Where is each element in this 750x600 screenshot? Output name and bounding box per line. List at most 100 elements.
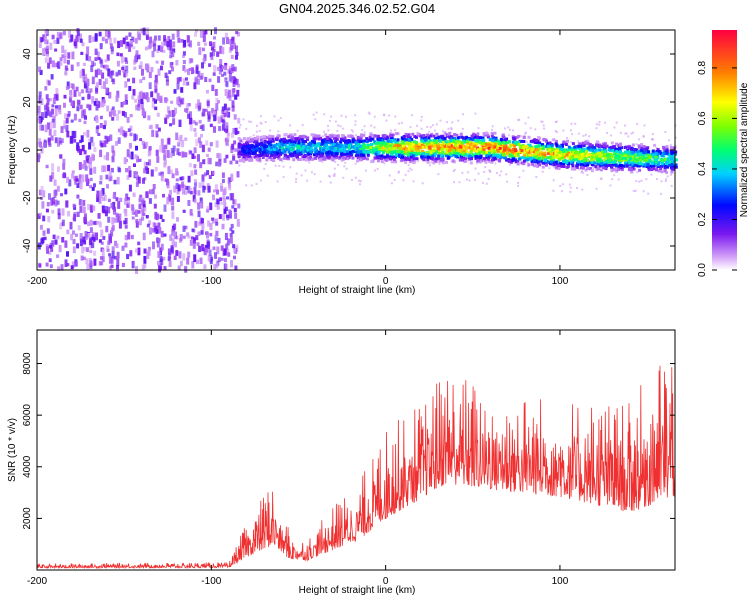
heatmap-cell [260, 141, 264, 145]
heatmap-cell [581, 188, 584, 191]
heatmap-cell [603, 163, 607, 167]
heatmap-cell [362, 142, 366, 146]
heatmap-cell [408, 167, 411, 170]
heatmap-cell [643, 159, 647, 163]
heatmap-cell [476, 132, 480, 136]
heatmap-cell [452, 170, 455, 173]
heatmap-cell [654, 155, 658, 159]
heatmap-cell [324, 146, 328, 150]
heatmap-cell [209, 41, 212, 46]
heatmap-cell [248, 147, 251, 151]
heatmap-cell [346, 152, 350, 156]
heatmap-cell [228, 186, 232, 191]
heatmap-cell [148, 40, 152, 49]
heatmap-cell [90, 136, 94, 143]
heatmap-cell [415, 135, 418, 139]
heatmap-cell [619, 155, 623, 159]
heatmap-cell [123, 157, 127, 165]
heatmap-cell [508, 128, 511, 131]
heatmap-cell [531, 142, 534, 145]
heatmap-cell [101, 72, 105, 79]
heatmap-cell [544, 158, 548, 162]
heatmap-cell [664, 180, 667, 182]
heatmap-cell [416, 150, 420, 154]
heatmap-cell [317, 134, 321, 138]
heatmap-cell [86, 178, 89, 187]
heatmap-cell [529, 149, 533, 153]
heatmap-cell [124, 94, 128, 101]
heatmap-cell [116, 251, 120, 259]
heatmap-cell [585, 163, 589, 167]
heatmap-cell [514, 160, 518, 164]
heatmap-cell [203, 42, 207, 46]
heatmap-cell [201, 225, 205, 231]
heatmap-cell [207, 147, 211, 152]
heatmap-cell [306, 152, 310, 156]
heatmap-cell [499, 150, 503, 154]
heatmap-cell [182, 225, 186, 232]
heatmap-cell [525, 140, 528, 143]
heatmap-cell [104, 59, 108, 63]
heatmap-cell [70, 83, 74, 88]
heatmap-cell [99, 69, 103, 75]
heatmap-cell [231, 37, 235, 41]
heatmap-cell [198, 119, 202, 124]
heatmap-cell [570, 157, 574, 161]
heatmap-cell [402, 179, 405, 182]
heatmap-cell [598, 143, 602, 147]
heatmap-cell [57, 208, 61, 216]
heatmap-cell [238, 126, 241, 129]
heatmap-cell [155, 149, 159, 157]
heatmap-cell [610, 165, 614, 169]
heatmap-cell [237, 154, 241, 158]
heatmap-cell [226, 132, 230, 137]
heatmap-cell [421, 149, 424, 153]
heatmap-cell [234, 127, 238, 135]
heatmap-cell [111, 250, 115, 259]
heatmap-cell [449, 144, 453, 148]
heatmap-cell [299, 144, 303, 148]
heatmap-cell [101, 36, 105, 42]
heatmap-cell [654, 151, 658, 155]
heatmap-cell [76, 142, 80, 150]
heatmap-cell [635, 143, 638, 146]
heatmap-cell [199, 197, 203, 204]
heatmap-cell [663, 151, 667, 155]
heatmap-cell [434, 157, 438, 161]
heatmap-cell [636, 150, 640, 153]
heatmap-cell [474, 143, 477, 146]
heatmap-cell [166, 106, 170, 114]
heatmap-cell [475, 149, 479, 153]
heatmap-cell [604, 167, 608, 171]
heatmap-cell [182, 235, 186, 239]
heatmap-cell [661, 154, 664, 158]
heatmap-cell [346, 142, 350, 145]
heatmap-cell [46, 109, 50, 116]
heatmap-cell [555, 120, 558, 123]
heatmap-cell [179, 176, 183, 181]
heatmap-cell [493, 142, 497, 146]
heatmap-cell [223, 71, 227, 76]
heatmap-cell [91, 153, 95, 162]
heatmap-cell [101, 205, 105, 213]
heatmap-cell [558, 154, 562, 157]
heatmap-cell [52, 115, 56, 122]
heatmap-cell [278, 148, 282, 152]
heatmap-cell [599, 177, 602, 180]
heatmap-cell [117, 40, 121, 49]
heatmap-cell [197, 154, 200, 162]
heatmap-cell [274, 147, 278, 151]
heatmap-cell [525, 145, 529, 149]
heatmap-cell [133, 66, 137, 70]
heatmap-cell [178, 76, 182, 82]
heatmap-cell [110, 167, 114, 173]
heatmap-cell [130, 151, 134, 160]
heatmap-cell [258, 153, 262, 157]
heatmap-cell [161, 145, 165, 153]
heatmap-cell [150, 169, 154, 177]
heatmap-cell [386, 155, 389, 158]
heatmap-cell [595, 143, 598, 147]
heatmap-cell [110, 229, 114, 237]
heatmap-cell [86, 104, 90, 109]
